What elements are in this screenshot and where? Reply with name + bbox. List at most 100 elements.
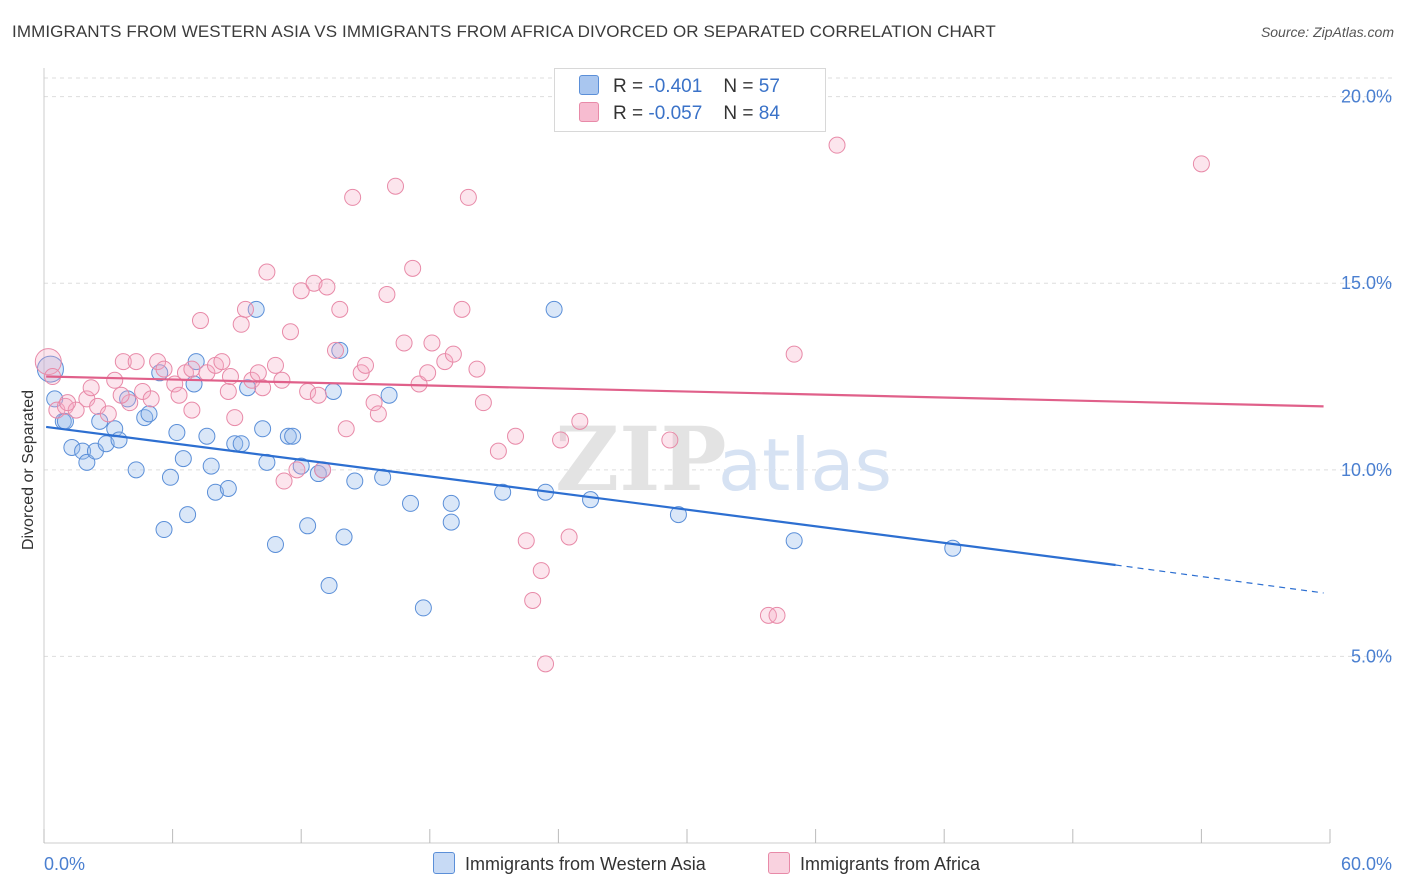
- data-point-western-asia: [219, 479, 237, 497]
- data-point-africa: [344, 188, 362, 206]
- data-point-western-asia: [442, 513, 460, 531]
- data-point-western-asia: [161, 468, 179, 486]
- chart-title: IMMIGRANTS FROM WESTERN ASIA VS IMMIGRAN…: [12, 22, 996, 41]
- data-point-africa: [326, 341, 344, 359]
- data-point-africa: [288, 461, 306, 479]
- legend-swatch-pink: [579, 102, 599, 122]
- data-point-africa: [273, 371, 291, 389]
- watermark-zip: ZIP: [555, 407, 727, 511]
- data-point-africa: [226, 409, 244, 427]
- data-point-western-asia: [266, 535, 284, 553]
- legend-row-western-asia: R = -0.401 N = 57: [579, 75, 780, 101]
- data-point-africa: [134, 382, 152, 400]
- data-point-africa: [552, 431, 570, 449]
- data-point-africa: [99, 405, 117, 423]
- data-point-africa: [423, 334, 441, 352]
- data-point-africa: [213, 353, 231, 371]
- data-point-africa: [828, 136, 846, 154]
- trend-lines: [46, 375, 1324, 594]
- data-point-africa: [183, 360, 201, 378]
- data-point-africa: [537, 655, 555, 673]
- data-point-africa: [489, 442, 507, 460]
- data-point-africa: [121, 394, 139, 412]
- data-point-western-asia: [494, 483, 512, 501]
- data-point-western-asia: [74, 442, 92, 460]
- data-point-africa: [378, 285, 396, 303]
- data-point-africa: [318, 278, 336, 296]
- x-tick-label: 60.0%: [1341, 854, 1392, 874]
- data-point-africa: [281, 323, 299, 341]
- data-point-western-asia: [299, 517, 317, 535]
- data-point-africa: [759, 606, 777, 624]
- data-point-western-asia: [442, 494, 460, 512]
- data-point-western-asia: [232, 435, 250, 453]
- data-point-africa: [474, 394, 492, 412]
- legend-item-africa: Immigrants from Africa: [768, 852, 980, 875]
- data-point-africa: [258, 263, 276, 281]
- data-point-africa: [127, 353, 145, 371]
- data-point-africa: [191, 312, 209, 330]
- data-point-western-asia: [380, 386, 398, 404]
- data-point-western-asia: [402, 494, 420, 512]
- data-point-africa: [254, 379, 272, 397]
- y-axis-label: Divorced or Separated: [20, 390, 37, 550]
- data-point-africa: [34, 348, 62, 376]
- legend-n-value: 84: [758, 103, 780, 124]
- data-point-africa: [1192, 155, 1210, 173]
- legend-row-africa: R = -0.057 N = 84: [579, 102, 780, 128]
- data-point-africa: [468, 360, 486, 378]
- data-point-africa: [524, 591, 542, 609]
- data-point-africa: [436, 353, 454, 371]
- data-point-africa: [444, 345, 462, 363]
- data-point-africa: [571, 412, 589, 430]
- trend-line-western-asia: [46, 425, 1116, 567]
- data-point-western-asia: [346, 472, 364, 490]
- legend-n-value: 57: [758, 76, 780, 97]
- data-point-western-asia: [331, 341, 349, 359]
- data-point-africa: [785, 345, 803, 363]
- legend-r-label: R =: [613, 76, 644, 97]
- legend-n-label: N =: [723, 76, 754, 97]
- data-point-western-asia: [284, 427, 302, 445]
- trend-line-africa: [46, 375, 1324, 408]
- data-point-africa: [232, 315, 250, 333]
- data-point-africa: [67, 401, 85, 419]
- y-tick-label: 10.0%: [1341, 460, 1392, 480]
- data-point-africa: [106, 371, 124, 389]
- data-point-africa: [768, 606, 786, 624]
- axes: [43, 68, 1331, 844]
- data-point-africa: [142, 390, 160, 408]
- data-point-western-asia: [78, 453, 96, 471]
- data-point-africa: [507, 427, 525, 445]
- correlation-legend: R = -0.401 N = 57 R = -0.057 N = 84: [554, 68, 826, 132]
- data-point-africa: [309, 386, 327, 404]
- source-label: Source: ZipAtlas.com: [1260, 24, 1394, 40]
- data-point-africa: [365, 394, 383, 412]
- legend-n-label: N =: [723, 103, 754, 124]
- data-point-western-asia: [155, 521, 173, 539]
- data-point-africa: [249, 364, 267, 382]
- data-point-western-asia: [414, 599, 432, 617]
- data-point-western-asia: [127, 461, 145, 479]
- data-point-western-asia: [582, 491, 600, 509]
- data-point-western-asia: [140, 405, 158, 423]
- data-point-western-asia: [179, 506, 197, 524]
- data-point-western-asia: [63, 438, 81, 456]
- data-point-western-asia: [91, 412, 109, 430]
- data-point-africa: [155, 360, 173, 378]
- data-point-africa: [404, 259, 422, 277]
- data-point-africa: [395, 334, 413, 352]
- data-point-africa: [266, 356, 284, 374]
- data-point-africa: [219, 382, 237, 400]
- y-tick-label: 20.0%: [1341, 87, 1392, 107]
- data-point-africa: [369, 405, 387, 423]
- data-point-western-asia: [545, 300, 563, 318]
- y-tick-label: 5.0%: [1351, 646, 1392, 666]
- data-point-africa: [387, 177, 405, 195]
- data-point-western-asia: [174, 450, 192, 468]
- legend-label: Immigrants from Africa: [800, 854, 981, 874]
- tick-labels: 5.0% 10.0% 15.0% 20.0% 0.0% 60.0%: [44, 87, 1392, 874]
- data-point-western-asia: [320, 577, 338, 595]
